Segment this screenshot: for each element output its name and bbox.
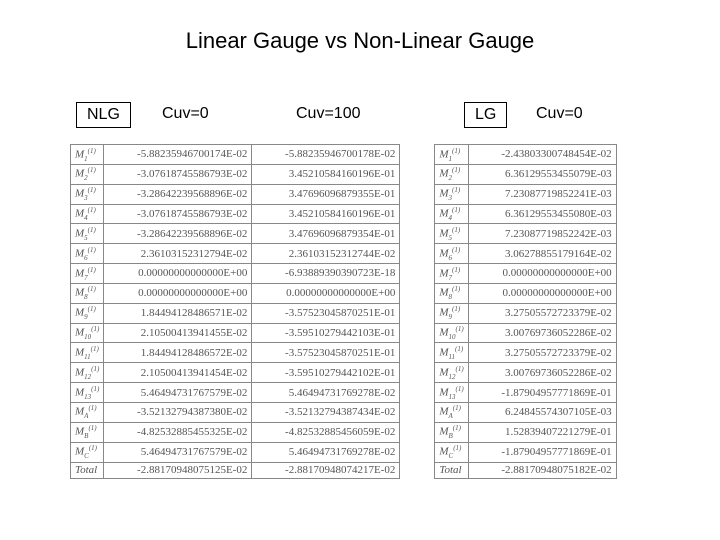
lg-table: M1(1)-2.43803300748454E-02M2(1)6.3612955… [434, 144, 616, 479]
row-label: MA(1) [71, 402, 104, 422]
nlg-table: M1(1)-5.88235946700174E-02-5.88235946700… [70, 144, 400, 479]
cell-value: 2.36103152312744E-02 [252, 244, 400, 264]
cell-value: 3.47696096879354E-01 [252, 224, 400, 244]
row-label: M4(1) [71, 204, 104, 224]
cell-value: 1.84494128486572E-02 [104, 343, 252, 363]
cell-value: -3.28642239568896E-02 [104, 184, 252, 204]
lg-label: LG [464, 102, 507, 128]
cuv0-left-label: Cuv=0 [162, 105, 209, 123]
row-label: MC(1) [71, 442, 104, 462]
row-label: M11(1) [71, 343, 104, 363]
cell-value: -4.82532885455325E-02 [104, 422, 252, 442]
row-label: M13(1) [435, 383, 468, 403]
row-label: M10(1) [71, 323, 104, 343]
row-label: M3(1) [71, 184, 104, 204]
row-label: M2(1) [71, 164, 104, 184]
row-label: M6(1) [71, 244, 104, 264]
cell-value: -3.57523045870251E-01 [252, 343, 400, 363]
cell-value: -5.88235946700178E-02 [252, 145, 400, 165]
cell-value: 3.45210584160196E-01 [252, 204, 400, 224]
cell-value: 3.47696096879355E-01 [252, 184, 400, 204]
cell-value: 2.36103152312794E-02 [104, 244, 252, 264]
cell-value: 3.45210584160196E-01 [252, 164, 400, 184]
cell-value: 1.52839407221279E-01 [468, 422, 616, 442]
cell-value: 5.46494731767579E-02 [104, 383, 252, 403]
row-label: M12(1) [71, 363, 104, 383]
cell-value: 0.00000000000000E+00 [468, 283, 616, 303]
cell-value: -3.52132794387380E-02 [104, 402, 252, 422]
row-label: M8(1) [435, 283, 468, 303]
row-label: M2(1) [435, 164, 468, 184]
page-title: Linear Gauge vs Non-Linear Gauge [0, 28, 720, 54]
cell-value: -5.88235946700174E-02 [104, 145, 252, 165]
cell-value: -2.43803300748454E-02 [468, 145, 616, 165]
cell-value: -1.87904957771869E-01 [468, 442, 616, 462]
cell-value: 7.23087719852242E-03 [468, 224, 616, 244]
row-label: M8(1) [71, 283, 104, 303]
cell-value: 6.36129553455079E-03 [468, 164, 616, 184]
row-label: M9(1) [71, 303, 104, 323]
cell-value: 3.27505572723379E-02 [468, 343, 616, 363]
cell-value: 0.00000000000000E+00 [104, 283, 252, 303]
cell-value: 2.10500413941454E-02 [104, 363, 252, 383]
row-label: M11(1) [435, 343, 468, 363]
cell-value: -3.59510279442102E-01 [252, 363, 400, 383]
row-label: MB(1) [71, 422, 104, 442]
row-label: Total [71, 462, 104, 478]
row-label: M3(1) [435, 184, 468, 204]
cell-value: -3.07618745586793E-02 [104, 164, 252, 184]
row-label: M7(1) [71, 264, 104, 284]
cell-value: -6.93889390390723E-18 [252, 264, 400, 284]
cell-value: 3.27505572723379E-02 [468, 303, 616, 323]
cell-value: -3.28642239568896E-02 [104, 224, 252, 244]
cell-value: 0.00000000000000E+00 [252, 283, 400, 303]
row-label: M12(1) [435, 363, 468, 383]
cell-value: 6.24845574307105E-03 [468, 402, 616, 422]
cell-value: 7.23087719852241E-03 [468, 184, 616, 204]
row-label: M9(1) [435, 303, 468, 323]
row-label: Total [435, 462, 468, 478]
cell-value: 2.10500413941455E-02 [104, 323, 252, 343]
row-label: M7(1) [435, 264, 468, 284]
row-label: M13(1) [71, 383, 104, 403]
cell-value: 0.00000000000000E+00 [468, 264, 616, 284]
cell-value: -3.07618745586793E-02 [104, 204, 252, 224]
cell-value: 6.36129553455080E-03 [468, 204, 616, 224]
cuv100-label: Cuv=100 [296, 105, 361, 123]
cell-value: 1.84494128486571E-02 [104, 303, 252, 323]
cell-value: -1.87904957771869E-01 [468, 383, 616, 403]
cell-value: 5.46494731769278E-02 [252, 383, 400, 403]
cell-value: -4.82532885456059E-02 [252, 422, 400, 442]
row-label: M10(1) [435, 323, 468, 343]
row-label: M6(1) [435, 244, 468, 264]
cell-value: -2.88170948075125E-02 [104, 462, 252, 478]
tables-container: M1(1)-5.88235946700174E-02-5.88235946700… [70, 144, 617, 479]
row-label: M1(1) [435, 145, 468, 165]
row-label: M4(1) [435, 204, 468, 224]
cell-value: 5.46494731767579E-02 [104, 442, 252, 462]
row-label: M5(1) [435, 224, 468, 244]
row-label: M5(1) [71, 224, 104, 244]
nlg-label: NLG [76, 102, 131, 128]
row-label: M1(1) [71, 145, 104, 165]
cell-value: -3.57523045870251E-01 [252, 303, 400, 323]
cell-value: -3.52132794387434E-02 [252, 402, 400, 422]
row-label: MC(1) [435, 442, 468, 462]
cell-value: 3.06278855179164E-02 [468, 244, 616, 264]
cell-value: -3.59510279442103E-01 [252, 323, 400, 343]
cell-value: 0.00000000000000E+00 [104, 264, 252, 284]
row-label: MA(1) [435, 402, 468, 422]
cell-value: 3.00769736052286E-02 [468, 323, 616, 343]
cuv0-right-label: Cuv=0 [536, 105, 583, 123]
cell-value: 5.46494731769278E-02 [252, 442, 400, 462]
cell-value: -2.88170948075182E-02 [468, 462, 616, 478]
row-label: MB(1) [435, 422, 468, 442]
cell-value: 3.00769736052286E-02 [468, 363, 616, 383]
cell-value: -2.88170948074217E-02 [252, 462, 400, 478]
